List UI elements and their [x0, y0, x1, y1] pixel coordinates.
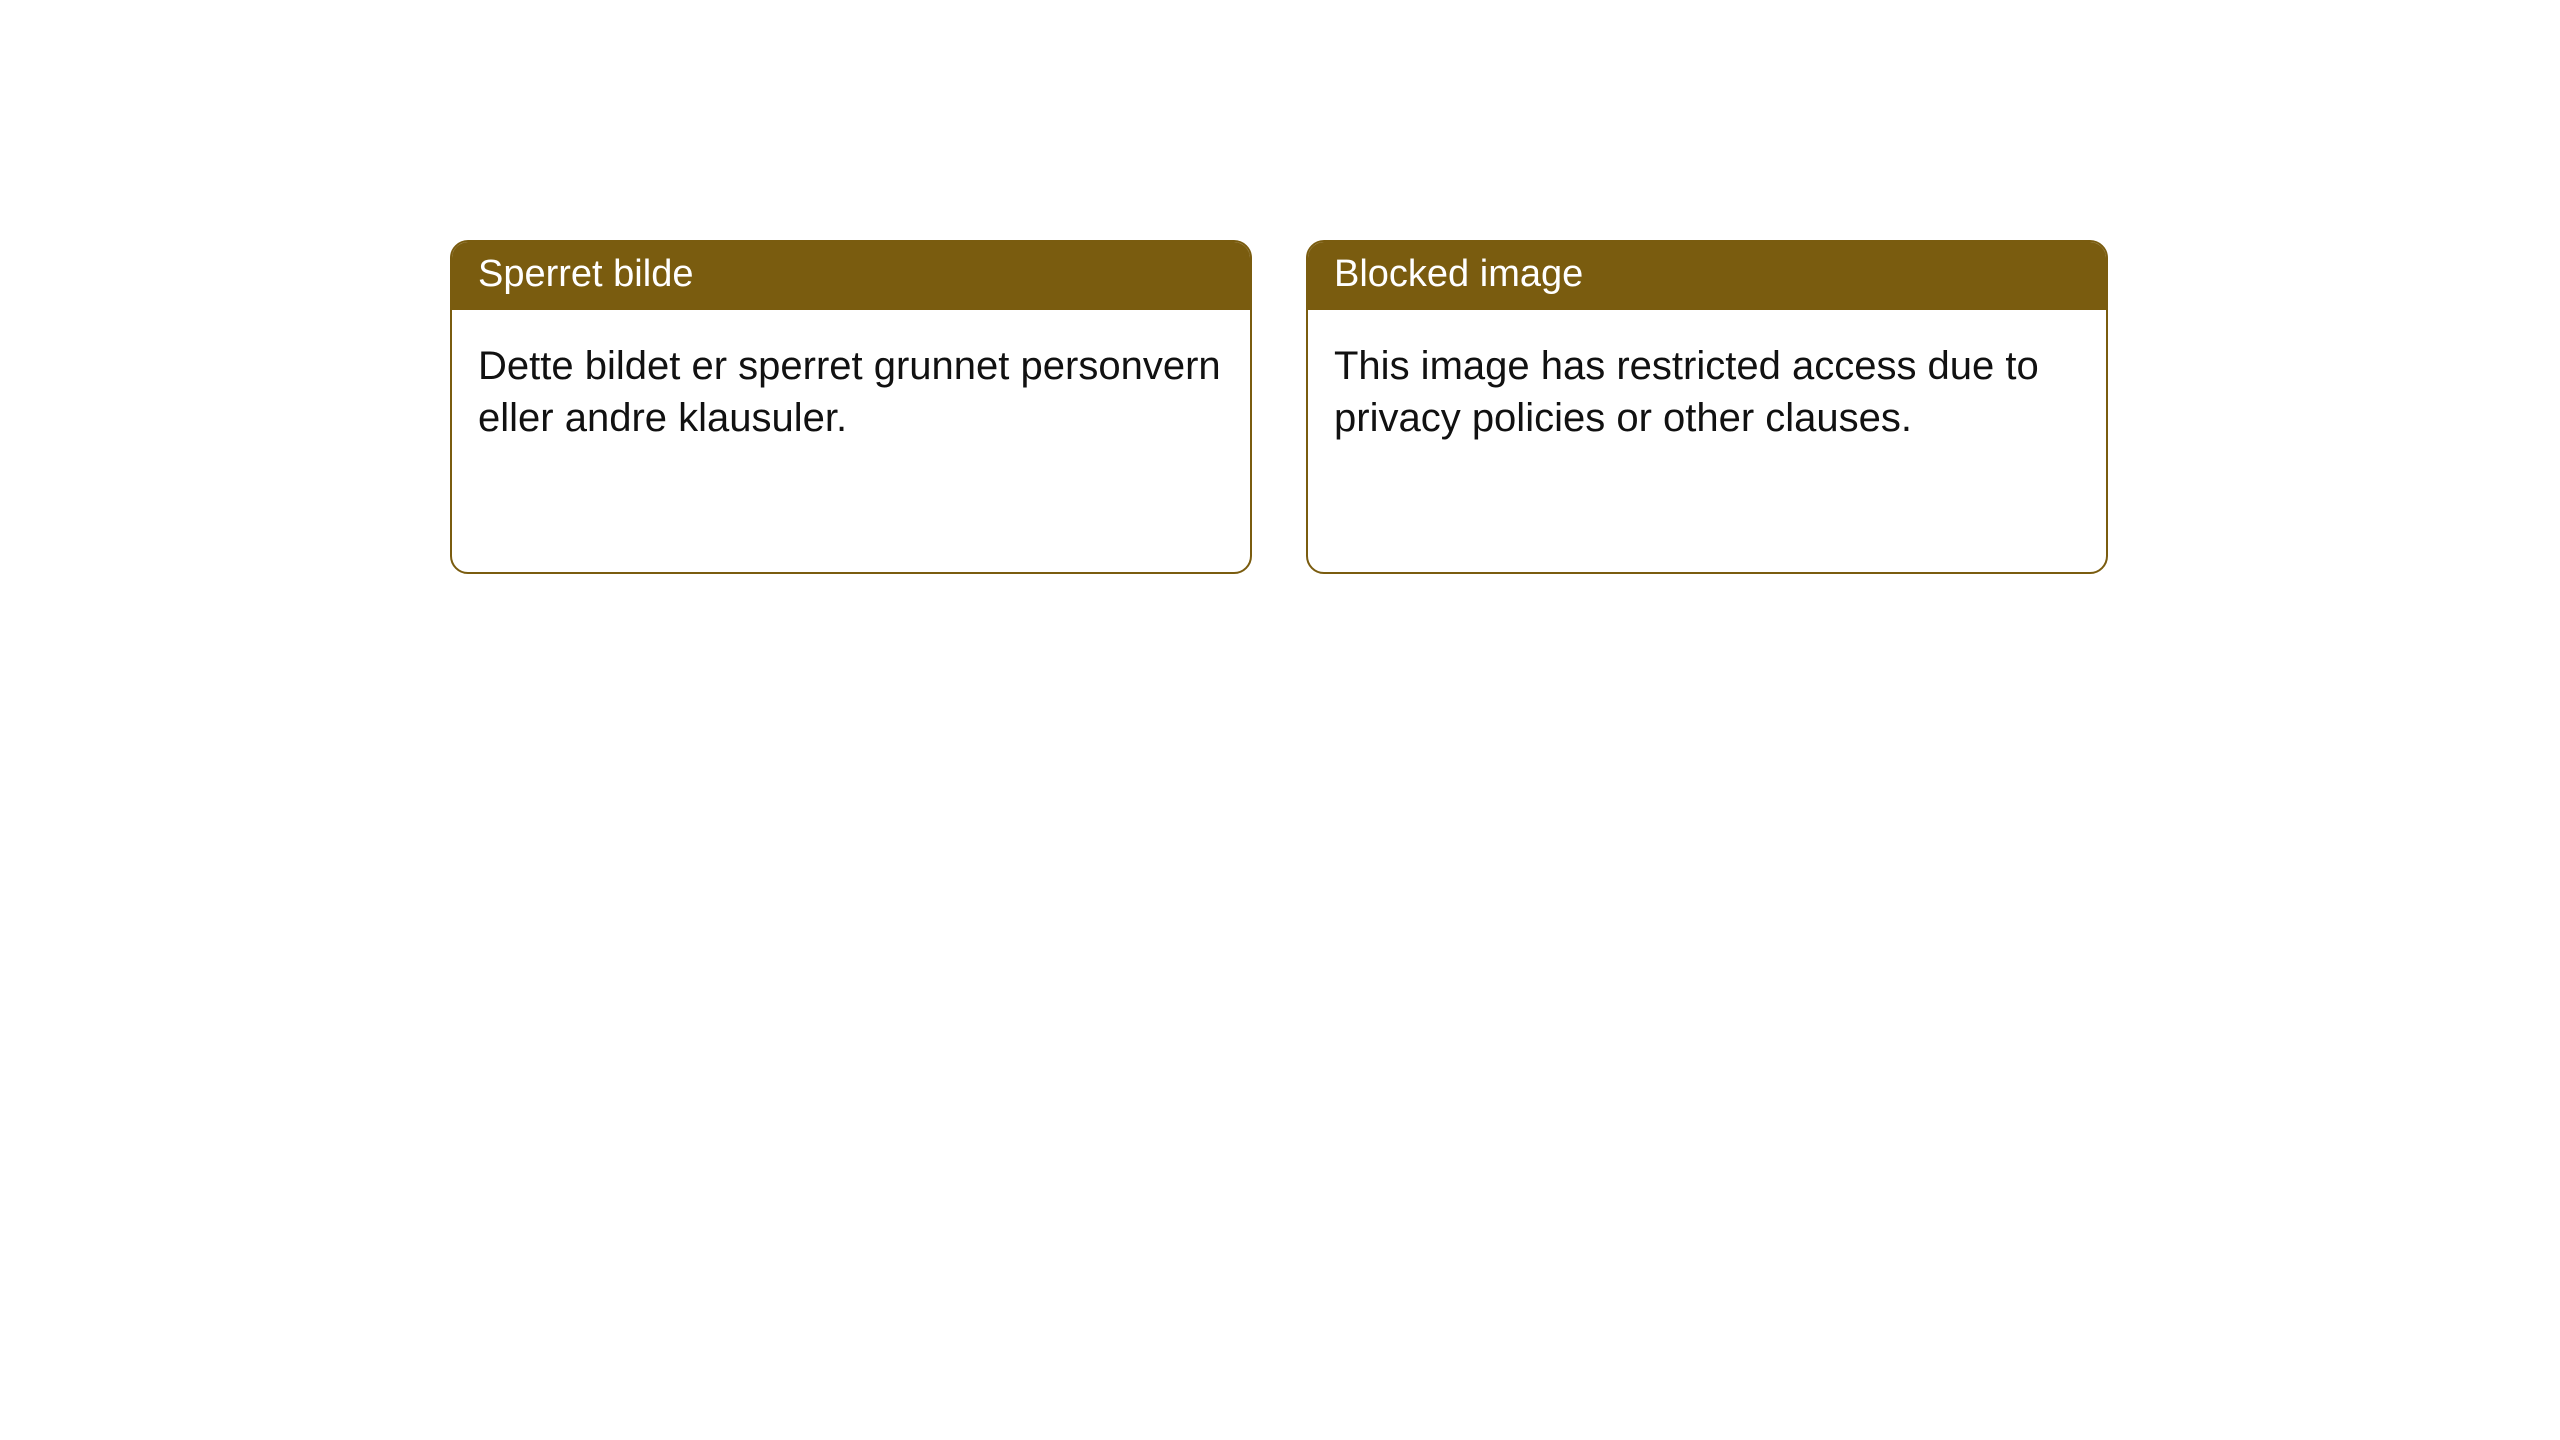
- notice-card-title: Blocked image: [1308, 242, 2106, 310]
- notice-card-body: This image has restricted access due to …: [1308, 310, 2106, 474]
- notice-cards-row: Sperret bilde Dette bildet er sperret gr…: [0, 0, 2560, 574]
- notice-card-title: Sperret bilde: [452, 242, 1250, 310]
- notice-card-norwegian: Sperret bilde Dette bildet er sperret gr…: [450, 240, 1252, 574]
- notice-card-english: Blocked image This image has restricted …: [1306, 240, 2108, 574]
- notice-card-body: Dette bildet er sperret grunnet personve…: [452, 310, 1250, 474]
